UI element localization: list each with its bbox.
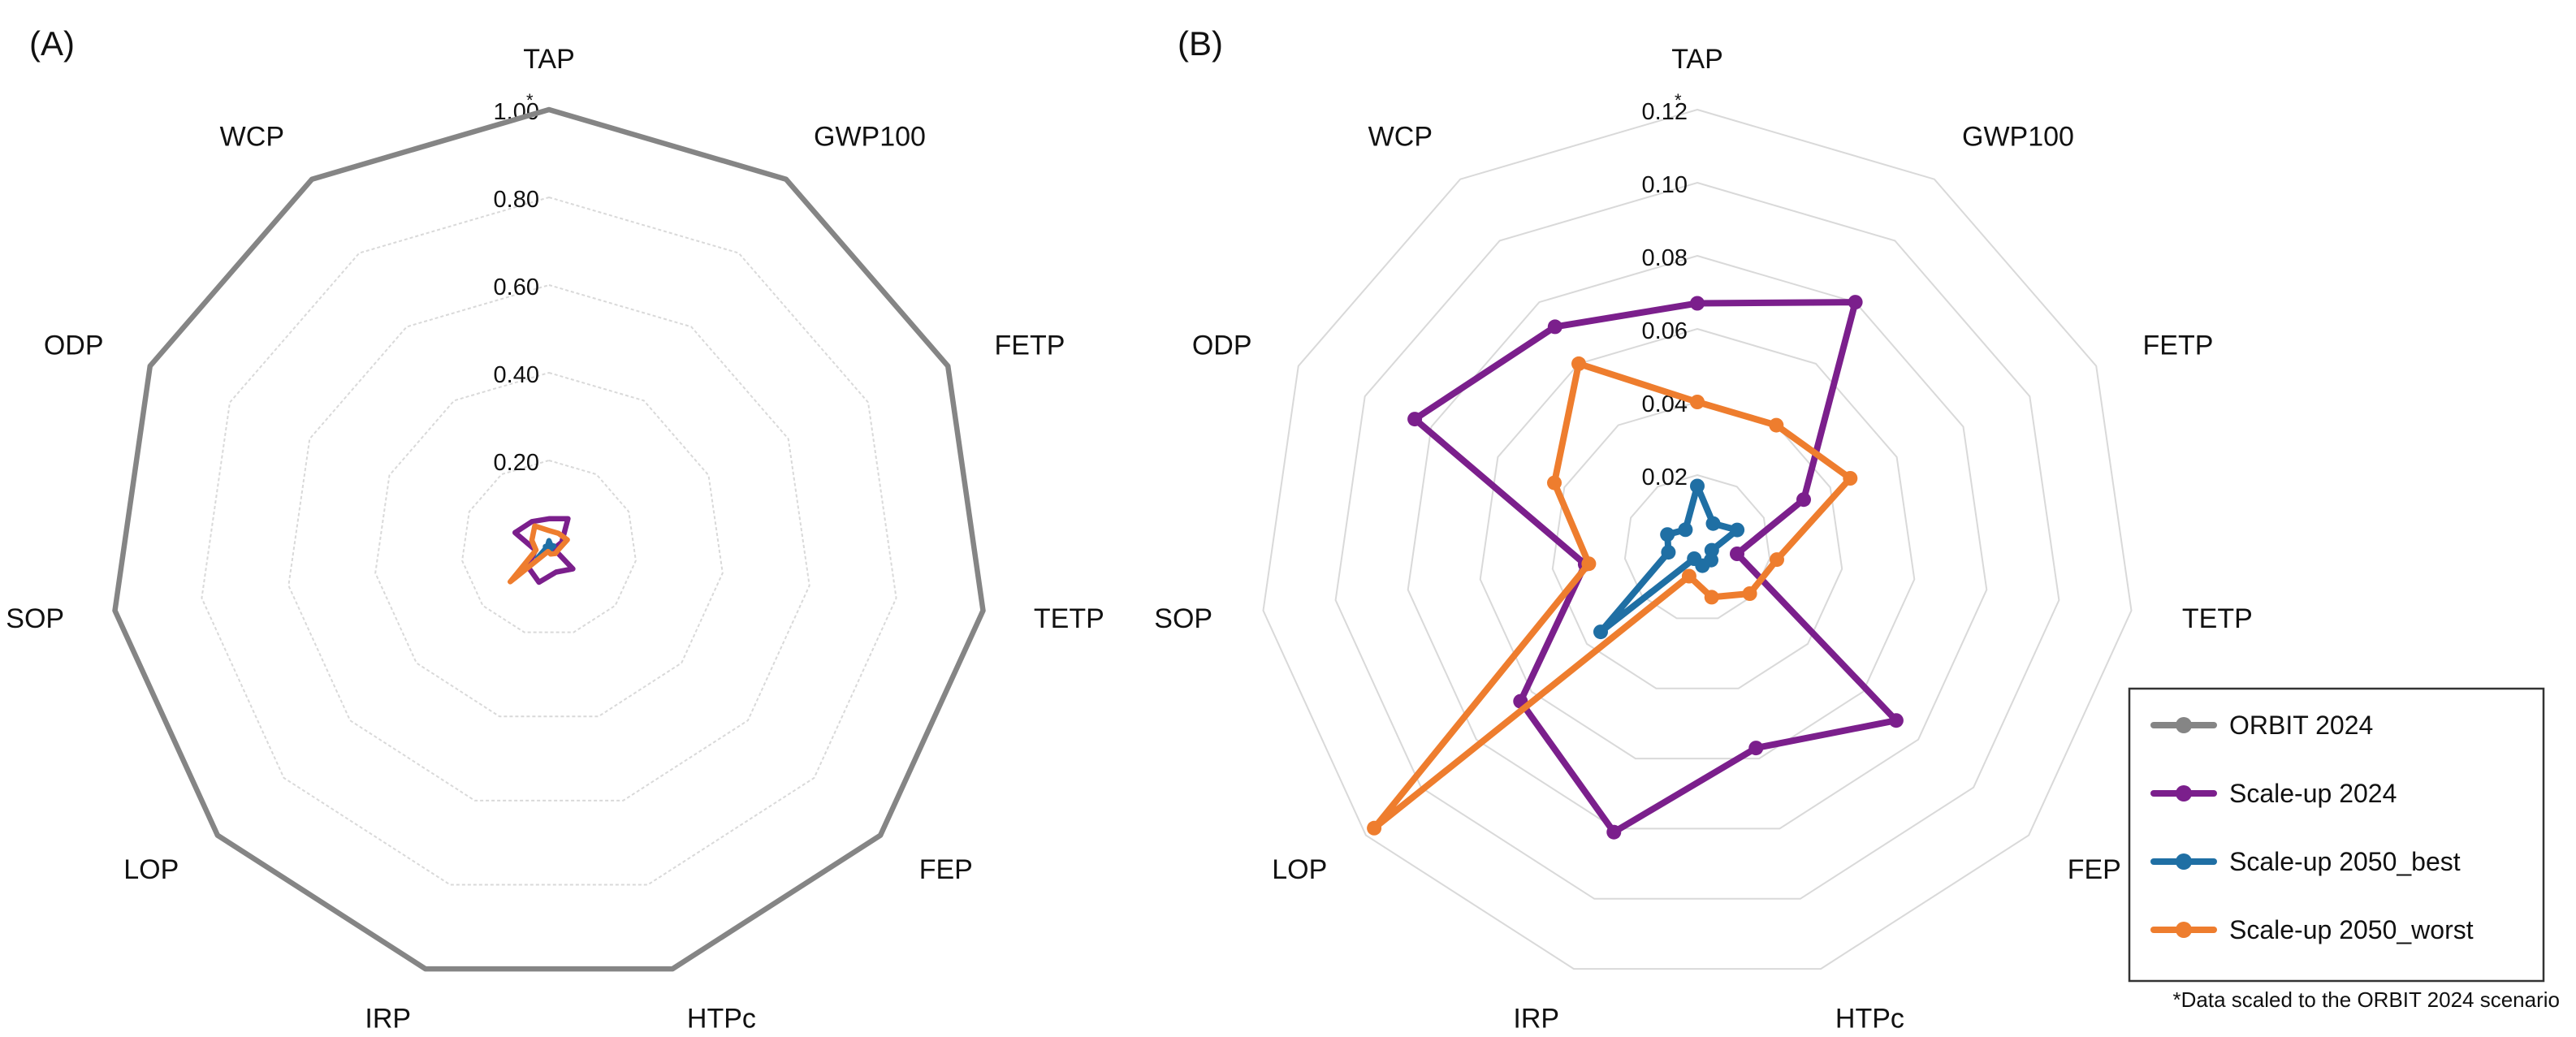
legend-swatch-marker	[2176, 717, 2192, 733]
series-line-orbit-2024	[112, 106, 986, 972]
axis-label-wcp: WCP	[220, 122, 284, 153]
tick-label: 0.20	[494, 450, 539, 476]
data-point-scale-up-2024	[1547, 319, 1562, 335]
legend-label: Scale-up 2050_worst	[2229, 915, 2474, 944]
data-point-scale-up-2050-best	[1660, 527, 1675, 542]
data-point-scale-up-2050-best	[1730, 522, 1745, 538]
legend-swatch-marker	[2176, 785, 2192, 802]
grid-ring	[1623, 473, 1771, 620]
data-point-scale-up-2050-worst	[1547, 475, 1562, 490]
axis-label-irp: IRP	[365, 1004, 411, 1035]
data-point-scale-up-2024	[1730, 547, 1744, 561]
data-point-scale-up-2050-worst	[1571, 356, 1586, 371]
axis-label-fetp: FETP	[995, 331, 1065, 361]
data-point-scale-up-2050-best	[1690, 478, 1705, 494]
grid-ring	[1407, 254, 1988, 830]
axis-label-sop: SOP	[6, 603, 64, 634]
data-point-scale-up-2024	[1606, 824, 1622, 840]
tick-label: 0.80	[494, 187, 539, 213]
data-point-scale-up-2050-worst	[1681, 568, 1696, 584]
data-point-scale-up-2050-best	[1593, 624, 1608, 640]
tick-label: 0.08	[1642, 245, 1688, 271]
tick-label: 0.02	[1642, 464, 1688, 490]
panel-label: (B)	[1178, 24, 1223, 63]
legend-label: Scale-up 2050_best	[2229, 847, 2461, 876]
radar-panel-a: (A)0.200.400.600.801.00*TAPGWP100FETPTET…	[6, 24, 1104, 1035]
data-point-scale-up-2050-worst	[1367, 820, 1382, 836]
grid-ring	[1479, 327, 1916, 760]
legend-label: ORBIT 2024	[2229, 711, 2373, 740]
axis-label-lop: LOP	[1272, 854, 1327, 885]
series-line-scale-up-2050-worst	[1371, 360, 1854, 832]
legend-swatch-marker	[2176, 853, 2192, 870]
tick-label: 0.40	[494, 362, 539, 388]
tick-label: 0.12	[1642, 99, 1688, 125]
data-point-scale-up-2050-worst	[1690, 395, 1705, 409]
data-point-scale-up-2050-worst	[1843, 471, 1858, 486]
axis-label-gwp100: GWP100	[814, 122, 926, 153]
axis-label-odp: ODP	[44, 331, 104, 361]
legend-label: Scale-up 2024	[2229, 779, 2397, 808]
tick-label: 0.06	[1642, 318, 1688, 344]
data-point-scale-up-2050-best	[1678, 522, 1693, 538]
axis-label-tetp: TETP	[1034, 603, 1104, 634]
axis-label-fep: FEP	[2068, 854, 2121, 885]
axis-label-wcp: WCP	[1368, 122, 1433, 153]
max-marker: *	[1675, 90, 1682, 110]
data-point-scale-up-2050-worst	[1742, 586, 1757, 601]
axis-label-tap: TAP	[1671, 44, 1723, 75]
axis-label-fetp: FETP	[2143, 331, 2214, 361]
axis-label-sop: SOP	[1154, 603, 1212, 634]
legend-swatch-marker	[2176, 922, 2192, 938]
footnote: *Data scaled to the ORBIT 2024 scenario	[2173, 987, 2560, 1012]
grid-ring	[201, 196, 897, 886]
data-point-scale-up-2024	[1407, 412, 1423, 427]
data-point-scale-up-2024	[1690, 296, 1705, 311]
axis-label-tetp: TETP	[2182, 603, 2253, 634]
axis-label-irp: IRP	[1513, 1004, 1559, 1035]
axis-label-tap: TAP	[523, 44, 575, 75]
data-point-scale-up-2050-best	[1661, 545, 1676, 560]
grid-ring	[287, 283, 810, 802]
axis-label-gwp100: GWP100	[1962, 122, 2074, 153]
grid-ring	[1334, 181, 2060, 900]
data-point-scale-up-2050-worst	[1704, 590, 1719, 605]
grid-ring	[1262, 108, 2133, 970]
panel-label: (A)	[29, 24, 75, 63]
axis-label-fep: FEP	[919, 854, 973, 885]
data-point-scale-up-2024	[1848, 295, 1863, 310]
grid-ring	[1551, 400, 1843, 689]
series-line-scale-up-2024	[1411, 299, 1900, 836]
legend: ORBIT 2024 Scale-up 2024 Scale-up 2050_bes…	[2128, 687, 2545, 983]
data-point-scale-up-2050-best	[1705, 516, 1721, 531]
data-point-scale-up-2050-worst	[1581, 556, 1597, 572]
tick-label: 0.10	[1642, 172, 1688, 198]
data-point-scale-up-2050-worst	[1769, 417, 1784, 433]
data-point-scale-up-2024	[1748, 741, 1764, 756]
axis-label-lop: LOP	[123, 854, 179, 885]
axis-label-htpc: HTPc	[1835, 1004, 1904, 1035]
data-point-scale-up-2050-best	[1687, 551, 1702, 566]
series-line-scale-up-2050-worst	[508, 523, 570, 585]
data-point-scale-up-2024	[1888, 713, 1904, 728]
data-point-scale-up-2024	[1796, 492, 1811, 508]
grid-ring	[374, 371, 724, 718]
max-marker: *	[526, 90, 534, 110]
axis-label-htpc: HTPc	[687, 1004, 756, 1035]
tick-label: 0.60	[494, 274, 539, 300]
radar-panel-b: (B)0.020.040.060.080.100.12*TAPGWP100FET…	[1154, 24, 2253, 1035]
data-point-scale-up-2050-worst	[1770, 552, 1784, 568]
axis-label-odp: ODP	[1192, 331, 1252, 361]
